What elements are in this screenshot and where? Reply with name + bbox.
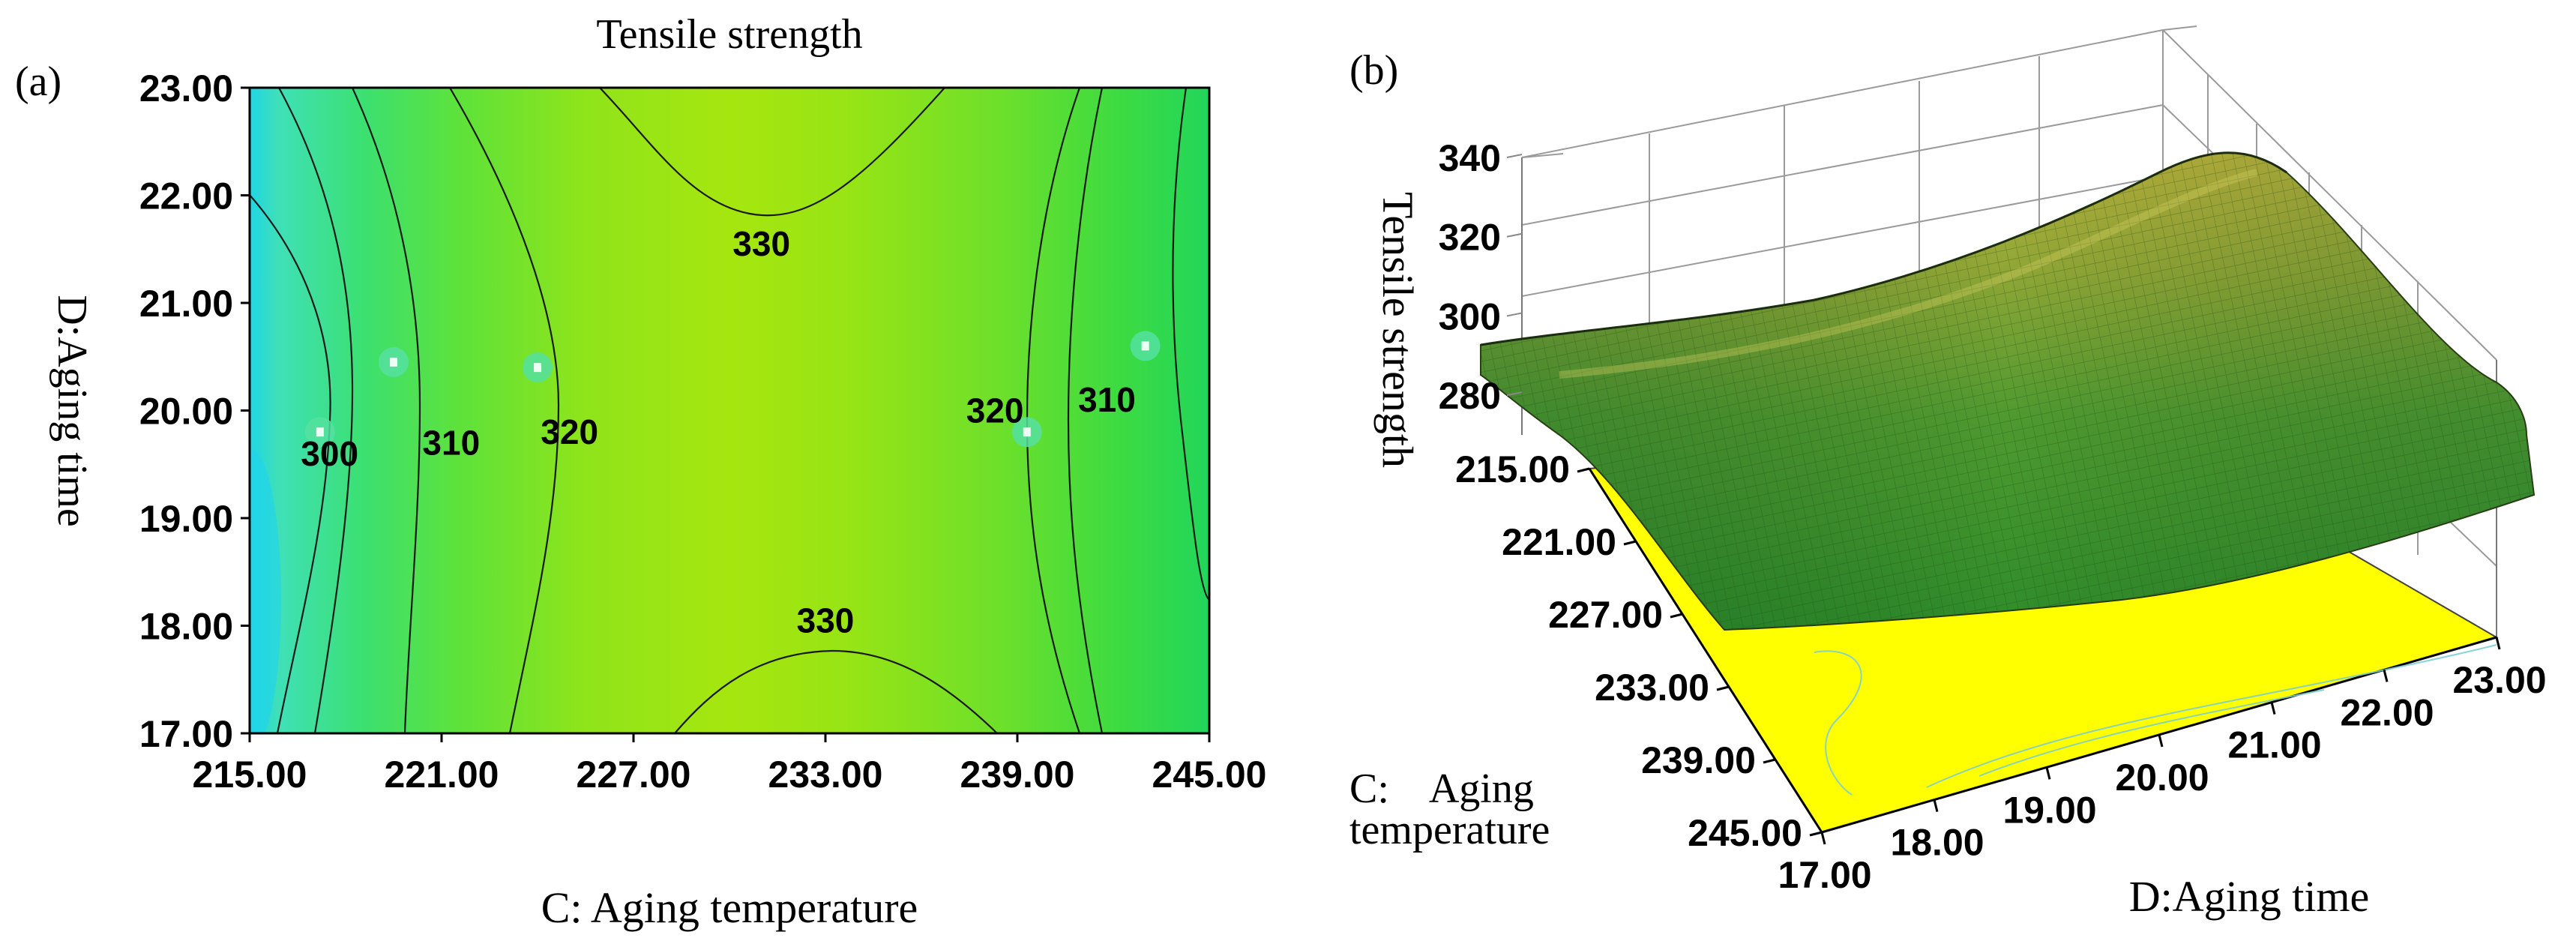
panel-a-title: Tensile strength — [596, 11, 862, 58]
contour-line-330-top — [599, 88, 945, 217]
z-tick-mark — [1506, 154, 1523, 158]
panel-b-label: (b) — [1349, 47, 1398, 94]
x-tick-label: 215.00 — [193, 754, 307, 796]
temperature-tick-mark — [1623, 540, 1637, 546]
contour-label: 330 — [797, 601, 855, 640]
z-tick-label: 320 — [1439, 217, 1501, 259]
temperature-axis-label-line2: temperature — [1349, 807, 1550, 853]
panel-b: (b) — [1349, 25, 2547, 921]
x-axis-ticks: 215.00 221.00 227.00 233.00 239.00 245.00 — [193, 733, 1267, 796]
time-axis-ticks: 17.00 18.00 19.00 20.00 21.00 22.00 23.00 — [1778, 637, 2547, 896]
time-tick-mark — [2495, 637, 2501, 650]
y-tick-label: 17.00 — [139, 713, 233, 755]
response-surface — [1480, 151, 2536, 631]
z-tick-mark — [1506, 391, 1523, 397]
time-tick-label: 22.00 — [2340, 691, 2434, 733]
contour-line-330-bottom — [674, 649, 998, 733]
temperature-tick-mark — [1716, 685, 1730, 691]
temperature-tick-label: 215.00 — [1455, 448, 1570, 490]
temperature-axis-ticks: 215.00 221.00 227.00 233.00 239.00 245.00 — [1455, 448, 1823, 854]
z-tick-label: 340 — [1439, 137, 1501, 179]
design-point-marker — [390, 357, 397, 367]
y-tick-label: 23.00 — [139, 67, 233, 109]
x-axis-label: C: Aging temperature — [541, 883, 918, 932]
time-tick-label: 20.00 — [2115, 757, 2209, 799]
z-axis-label: Tensile strength — [1373, 192, 1422, 468]
contour-label: 310 — [422, 424, 480, 463]
contour-label: 320 — [541, 412, 598, 451]
temperature-axis-label-line1: C: Aging — [1349, 766, 1534, 812]
y-axis-ticks: 17.00 18.00 19.00 20.00 21.00 22.00 23.00 — [139, 67, 250, 755]
z-tick-label: 300 — [1439, 295, 1501, 337]
x-tick-label: 233.00 — [768, 754, 883, 796]
contour-lines — [250, 88, 1209, 733]
design-point-marker — [316, 427, 324, 437]
time-tick-mark — [1820, 832, 1826, 845]
x-tick-label: 227.00 — [577, 754, 691, 796]
panel-a-label: (a) — [15, 58, 61, 105]
contour-line-300-left — [250, 194, 331, 733]
x-tick-label: 221.00 — [385, 754, 499, 796]
temperature-tick-mark — [1670, 613, 1683, 619]
contour-line-320-left — [449, 88, 560, 733]
y-tick-label: 20.00 — [139, 391, 233, 433]
z-tick-mark — [1506, 312, 1523, 317]
time-tick-label: 21.00 — [2227, 724, 2321, 766]
time-tick-label: 17.00 — [1778, 854, 1871, 896]
z-axis-ticks: 280 300 320 340 — [1439, 137, 1523, 417]
temperature-tick-label: 233.00 — [1595, 667, 1709, 709]
temperature-tick-label: 221.00 — [1502, 521, 1616, 563]
temperature-tick-label: 245.00 — [1688, 812, 1802, 854]
z-tick-mark — [1506, 232, 1523, 238]
time-tick-label: 19.00 — [2002, 789, 2096, 831]
y-tick-label: 22.00 — [139, 175, 233, 217]
temperature-tick-mark — [1763, 758, 1776, 764]
contour-label: 320 — [966, 391, 1024, 430]
y-axis-label: D:Aging time — [49, 295, 95, 527]
contour-line-310-right — [1067, 88, 1104, 733]
contour-label: 310 — [1078, 380, 1136, 419]
time-tick-label: 18.00 — [1890, 822, 1984, 864]
time-tick-mark — [2045, 766, 2051, 780]
y-tick-label: 19.00 — [139, 498, 233, 540]
time-tick-mark — [2270, 702, 2276, 715]
contour-line-310-left — [351, 88, 421, 733]
design-point-marker — [1141, 341, 1149, 351]
contour-line-305-left — [278, 88, 354, 733]
design-point-marker — [1023, 427, 1031, 437]
contour-label: 300 — [301, 434, 358, 473]
contour-line-300-right — [1172, 88, 1209, 601]
contour-labels: 300 310 320 330 330 320 310 — [301, 224, 1136, 640]
contour-label: 330 — [732, 224, 790, 263]
y-tick-label: 21.00 — [139, 283, 233, 325]
time-tick-label: 23.00 — [2452, 659, 2546, 701]
temperature-tick-mark — [1577, 467, 1590, 473]
temperature-tick-label: 227.00 — [1548, 594, 1663, 636]
x-tick-label: 239.00 — [960, 754, 1075, 796]
z-tick-label: 280 — [1439, 375, 1501, 417]
y-tick-label: 18.00 — [139, 606, 233, 648]
time-tick-mark — [2158, 734, 2164, 748]
design-point-marker — [534, 363, 541, 373]
x-tick-label: 245.00 — [1152, 754, 1267, 796]
time-axis-label: D:Aging time — [2129, 872, 2370, 921]
box-front-edges — [1521, 25, 2197, 158]
time-tick-mark — [2383, 669, 2389, 682]
temperature-tick-label: 239.00 — [1641, 739, 1756, 781]
temperature-tick-mark — [1809, 831, 1823, 837]
time-tick-mark — [1933, 799, 1939, 813]
design-points — [304, 331, 1161, 448]
